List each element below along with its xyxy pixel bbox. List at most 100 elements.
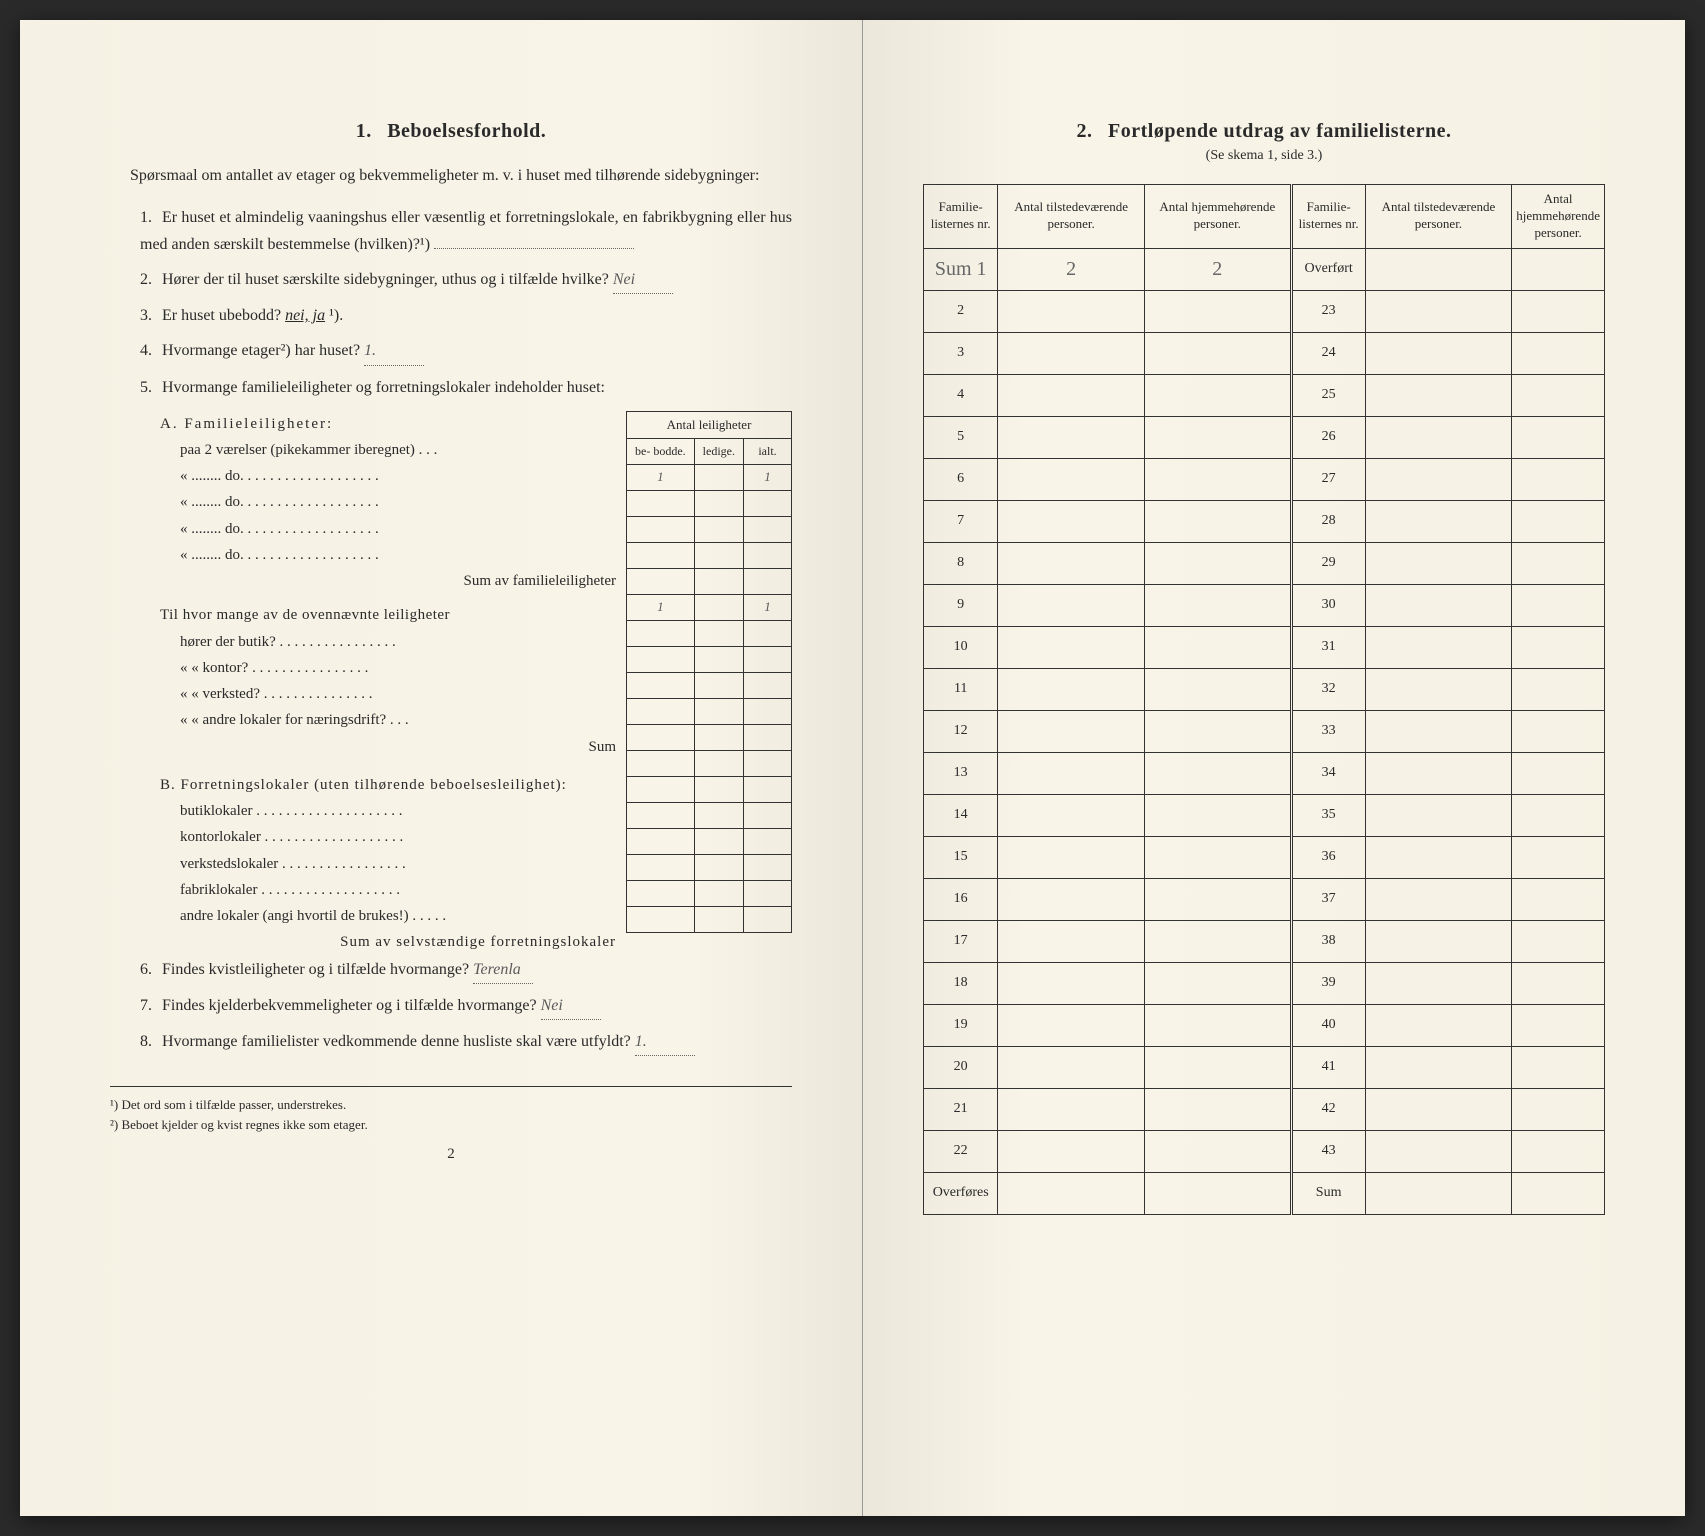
fam-nr-r: 37	[1291, 878, 1365, 920]
fam-cell	[1144, 920, 1291, 962]
fam-cell	[1144, 1130, 1291, 1172]
fam-nr-r: 27	[1291, 458, 1365, 500]
page-number: 2	[110, 1146, 792, 1163]
fam-cell	[1512, 1172, 1605, 1214]
leiligheter-section: Antal leiligheter be- bodde. ledige. ial…	[140, 411, 792, 956]
fam-nr-l: 14	[924, 794, 998, 836]
fam-cell	[1144, 542, 1291, 584]
fam-first-tilstede: 2	[998, 248, 1145, 290]
fam-cell	[1512, 248, 1605, 290]
fam-cell	[1512, 584, 1605, 626]
fam-cell	[1365, 332, 1512, 374]
fam-cell	[1365, 836, 1512, 878]
fam-nr-r: 31	[1291, 626, 1365, 668]
section-2-subtitle: (Se skema 1, side 3.)	[923, 148, 1605, 164]
fam-cell	[1512, 962, 1605, 1004]
question-6: 6.Findes kvistleiligheter og i tilfælde …	[140, 956, 792, 984]
fam-cell	[998, 752, 1145, 794]
fam-cell	[998, 290, 1145, 332]
fam-cell	[1512, 458, 1605, 500]
leil-sum-cell: 1	[744, 594, 792, 620]
fam-cell	[1365, 248, 1512, 290]
q2-text: Hører der til huset særskilte sidebygnin…	[162, 271, 609, 288]
fam-hdr-hjemme-l: Antal hjemmehørende personer.	[1144, 185, 1291, 249]
fam-cell	[1144, 752, 1291, 794]
fam-hdr-tilstede-r: Antal tilstedeværende personer.	[1365, 185, 1512, 249]
fam-cell	[1365, 1130, 1512, 1172]
fam-nr-l: 2	[924, 290, 998, 332]
fam-nr-l: 5	[924, 416, 998, 458]
fam-nr-r: 28	[1291, 500, 1365, 542]
left-page: 1. Beboelsesforhold. Spørsmaal om antall…	[20, 20, 863, 1516]
fam-nr-l: 15	[924, 836, 998, 878]
footnote-2: ²) Beboet kjelder og kvist regnes ikke s…	[110, 1115, 792, 1135]
fam-cell	[1365, 1004, 1512, 1046]
fam-cell	[1144, 374, 1291, 416]
fam-cell	[1512, 794, 1605, 836]
fam-nr-l: 7	[924, 500, 998, 542]
fam-cell	[1512, 1088, 1605, 1130]
fam-cell	[1365, 458, 1512, 500]
fam-cell	[1512, 626, 1605, 668]
fam-nr-r: 24	[1291, 332, 1365, 374]
fam-nr-l: 20	[924, 1046, 998, 1088]
fam-cell	[1512, 668, 1605, 710]
fam-cell	[1512, 1004, 1605, 1046]
leil-sum-cell: 1	[627, 594, 695, 620]
fam-cell	[1512, 290, 1605, 332]
familielister-table: Familie- listernes nr. Antal tilstedevær…	[923, 184, 1605, 1215]
fam-cell	[1365, 374, 1512, 416]
fam-nr-r: 29	[1291, 542, 1365, 584]
b-sum-label: Sum av selvstændige forretningslokaler	[180, 929, 792, 955]
fam-cell	[998, 584, 1145, 626]
fam-nr-l: 10	[924, 626, 998, 668]
fam-nr-l: 22	[924, 1130, 998, 1172]
q6-text: Findes kvistleiligheter og i tilfælde hv…	[162, 961, 469, 978]
fam-cell	[998, 542, 1145, 584]
fam-cell	[1365, 668, 1512, 710]
fam-cell	[998, 836, 1145, 878]
q4-answer: 1.	[364, 337, 424, 365]
q2-answer: Nei	[613, 266, 673, 294]
fam-cell	[998, 1130, 1145, 1172]
fam-cell	[1365, 584, 1512, 626]
fam-nr-l: 17	[924, 920, 998, 962]
q3-opts: nei, ja	[285, 307, 325, 324]
fam-nr-r: 35	[1291, 794, 1365, 836]
fam-nr-r: 39	[1291, 962, 1365, 1004]
fam-cell	[1512, 878, 1605, 920]
fam-cell	[1512, 500, 1605, 542]
fam-cell	[1365, 500, 1512, 542]
leil-hdr-top: Antal leiligheter	[627, 411, 792, 438]
section-1-text: Beboelsesforhold.	[387, 120, 546, 142]
fam-cell	[1365, 878, 1512, 920]
fam-cell	[1365, 1172, 1512, 1214]
leil-cell: 1	[627, 464, 695, 490]
intro-text: Spørsmaal om antallet av etager og bekve…	[110, 163, 792, 189]
fam-cell	[1144, 836, 1291, 878]
fam-nr-r: 41	[1291, 1046, 1365, 1088]
question-5: 5.Hvormange familieleiligheter og forret…	[140, 374, 792, 401]
fam-cell	[1365, 752, 1512, 794]
fam-cell	[998, 794, 1145, 836]
section-2-text: Fortløpende utdrag av familielisterne.	[1108, 120, 1451, 142]
fam-cell	[1365, 920, 1512, 962]
fam-cell	[998, 626, 1145, 668]
footnotes: ¹) Det ord som i tilfælde passer, unders…	[110, 1086, 792, 1134]
leil-col-ledige: ledige.	[694, 438, 743, 464]
q7-text: Findes kjelderbekvemmeligheter og i tilf…	[162, 997, 537, 1014]
fam-hdr-tilstede-l: Antal tilstedeværende personer.	[998, 185, 1145, 249]
q3-text: Er huset ubebodd?	[162, 307, 281, 324]
fam-nr-l: 21	[924, 1088, 998, 1130]
fam-cell	[1512, 416, 1605, 458]
fam-cell	[1365, 626, 1512, 668]
fam-table-body: Sum 1 2 2 Overført 223324425526627728829…	[924, 248, 1605, 1214]
fam-nr-r: 36	[1291, 836, 1365, 878]
fam-cell	[1144, 1004, 1291, 1046]
fam-cell	[1365, 1046, 1512, 1088]
fam-cell	[1512, 332, 1605, 374]
leil-cell: 1	[744, 464, 792, 490]
q3-suffix: ¹).	[329, 307, 343, 324]
fam-cell	[1144, 1172, 1291, 1214]
q8-text: Hvormange familielister vedkommende denn…	[162, 1033, 631, 1050]
